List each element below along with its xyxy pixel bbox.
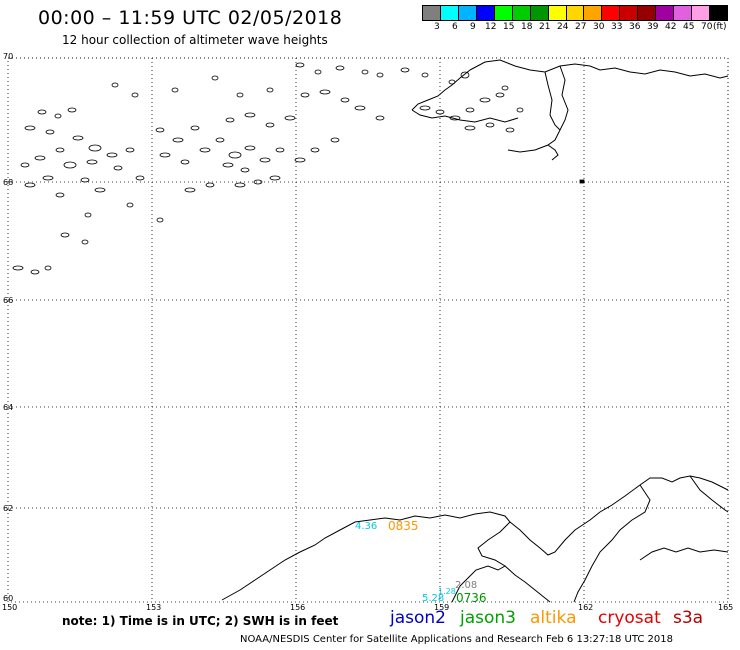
legend-swatch [476,6,495,20]
legend-swatch [440,6,459,20]
legend-label: 36 [629,22,641,32]
legend-label: 42 [665,22,677,32]
legend-swatch [656,6,675,20]
wave-height-value: 4.36 [355,521,378,532]
legend-swatch [710,6,727,20]
legend-swatch [638,6,657,20]
legend-label: 30 [593,22,605,32]
legend-swatch [458,6,477,20]
legend-swatch [584,6,603,20]
legend-swatch [512,6,531,20]
wave-height-value: 5.28 [422,593,445,604]
lon-label: 162 [578,603,594,612]
legend-label: 12 [485,22,497,32]
legend-label: 33 [611,22,623,32]
legend-labels: 3 6 9 12 15 18 21 24 27 30 33 36 39 42 4… [422,22,740,36]
legend-swatch [548,6,567,20]
lat-label: 68 [3,178,14,187]
legend-label: 70 [701,22,713,32]
legend-swatch [566,6,585,20]
lon-label: 156 [290,603,306,612]
footer-note: note: 1) Time is in UTC; 2) SWH is in fe… [62,614,339,628]
credit-line: NOAA/NESDIS Center for Satellite Applica… [240,634,673,645]
lon-label: 165 [718,603,734,612]
ice-fields [12,62,585,275]
wave-height-value: 1.28 [438,587,456,596]
map-subtitle: 12 hour collection of altimeter wave hei… [62,33,328,47]
legend-unit: (ft) [713,22,727,32]
legend-swatch [602,6,621,20]
legend-swatch [620,6,639,20]
pass-time-label: 0835 [388,519,419,533]
lat-label: 70 [3,52,14,61]
legend-label: 24 [557,22,569,32]
legend-label: 18 [521,22,533,32]
lon-label: 159 [434,603,450,612]
legend-label: 21 [539,22,551,32]
legend-swatch [692,6,710,20]
lon-label: 150 [2,603,18,612]
wave-height-value: 2.08 [455,580,478,591]
lat-label: 64 [3,403,14,412]
lon-label: 153 [146,603,162,612]
lat-label: 62 [3,504,14,513]
legend-label: 9 [470,22,476,32]
lat-label: 66 [3,296,14,305]
legend-swatch [530,6,549,20]
legend-label: 27 [575,22,587,32]
legend-label: 45 [683,22,695,32]
color-legend [422,5,728,21]
satellite-cryosat: cryosat [598,608,661,628]
legend-label: 15 [503,22,515,32]
coastline-south [221,475,729,603]
satellite-jason3: jason3 [460,608,516,628]
legend-swatch [674,6,693,20]
legend-label: 6 [452,22,458,32]
legend-label: 3 [434,22,440,32]
legend-swatch [494,6,513,20]
satellite-altika: altika [530,608,577,628]
pass-time-label: 0736 [456,591,487,605]
coastline-north [411,59,729,161]
map-title: 00:00 – 11:59 UTC 02/05/2018 [38,7,343,29]
legend-swatch [423,6,441,20]
lat-label: 60 [3,594,14,603]
satellite-jason2: jason2 [390,608,446,628]
legend-label: 39 [647,22,659,32]
satellite-s3a: s3a [673,608,704,628]
